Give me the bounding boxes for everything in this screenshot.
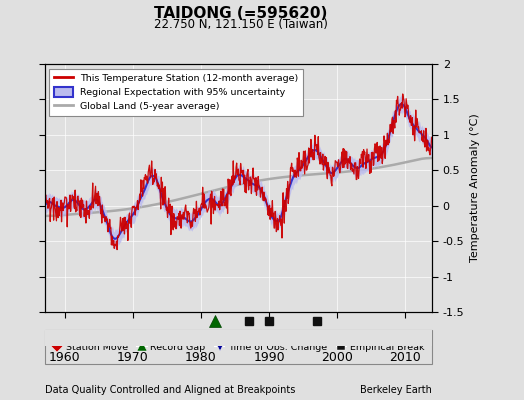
Text: Berkeley Earth: Berkeley Earth bbox=[361, 385, 432, 395]
Y-axis label: Temperature Anomaly (°C): Temperature Anomaly (°C) bbox=[470, 114, 480, 262]
Text: 22.750 N, 121.150 E (Taiwan): 22.750 N, 121.150 E (Taiwan) bbox=[154, 18, 328, 31]
Legend: This Temperature Station (12-month average), Regional Expectation with 95% uncer: This Temperature Station (12-month avera… bbox=[49, 69, 303, 116]
Text: Data Quality Controlled and Aligned at Breakpoints: Data Quality Controlled and Aligned at B… bbox=[45, 385, 295, 395]
Text: TAIDONG (=595620): TAIDONG (=595620) bbox=[155, 6, 328, 21]
Legend: Station Move, Record Gap, Time of Obs. Change, Empirical Break: Station Move, Record Gap, Time of Obs. C… bbox=[50, 340, 427, 354]
